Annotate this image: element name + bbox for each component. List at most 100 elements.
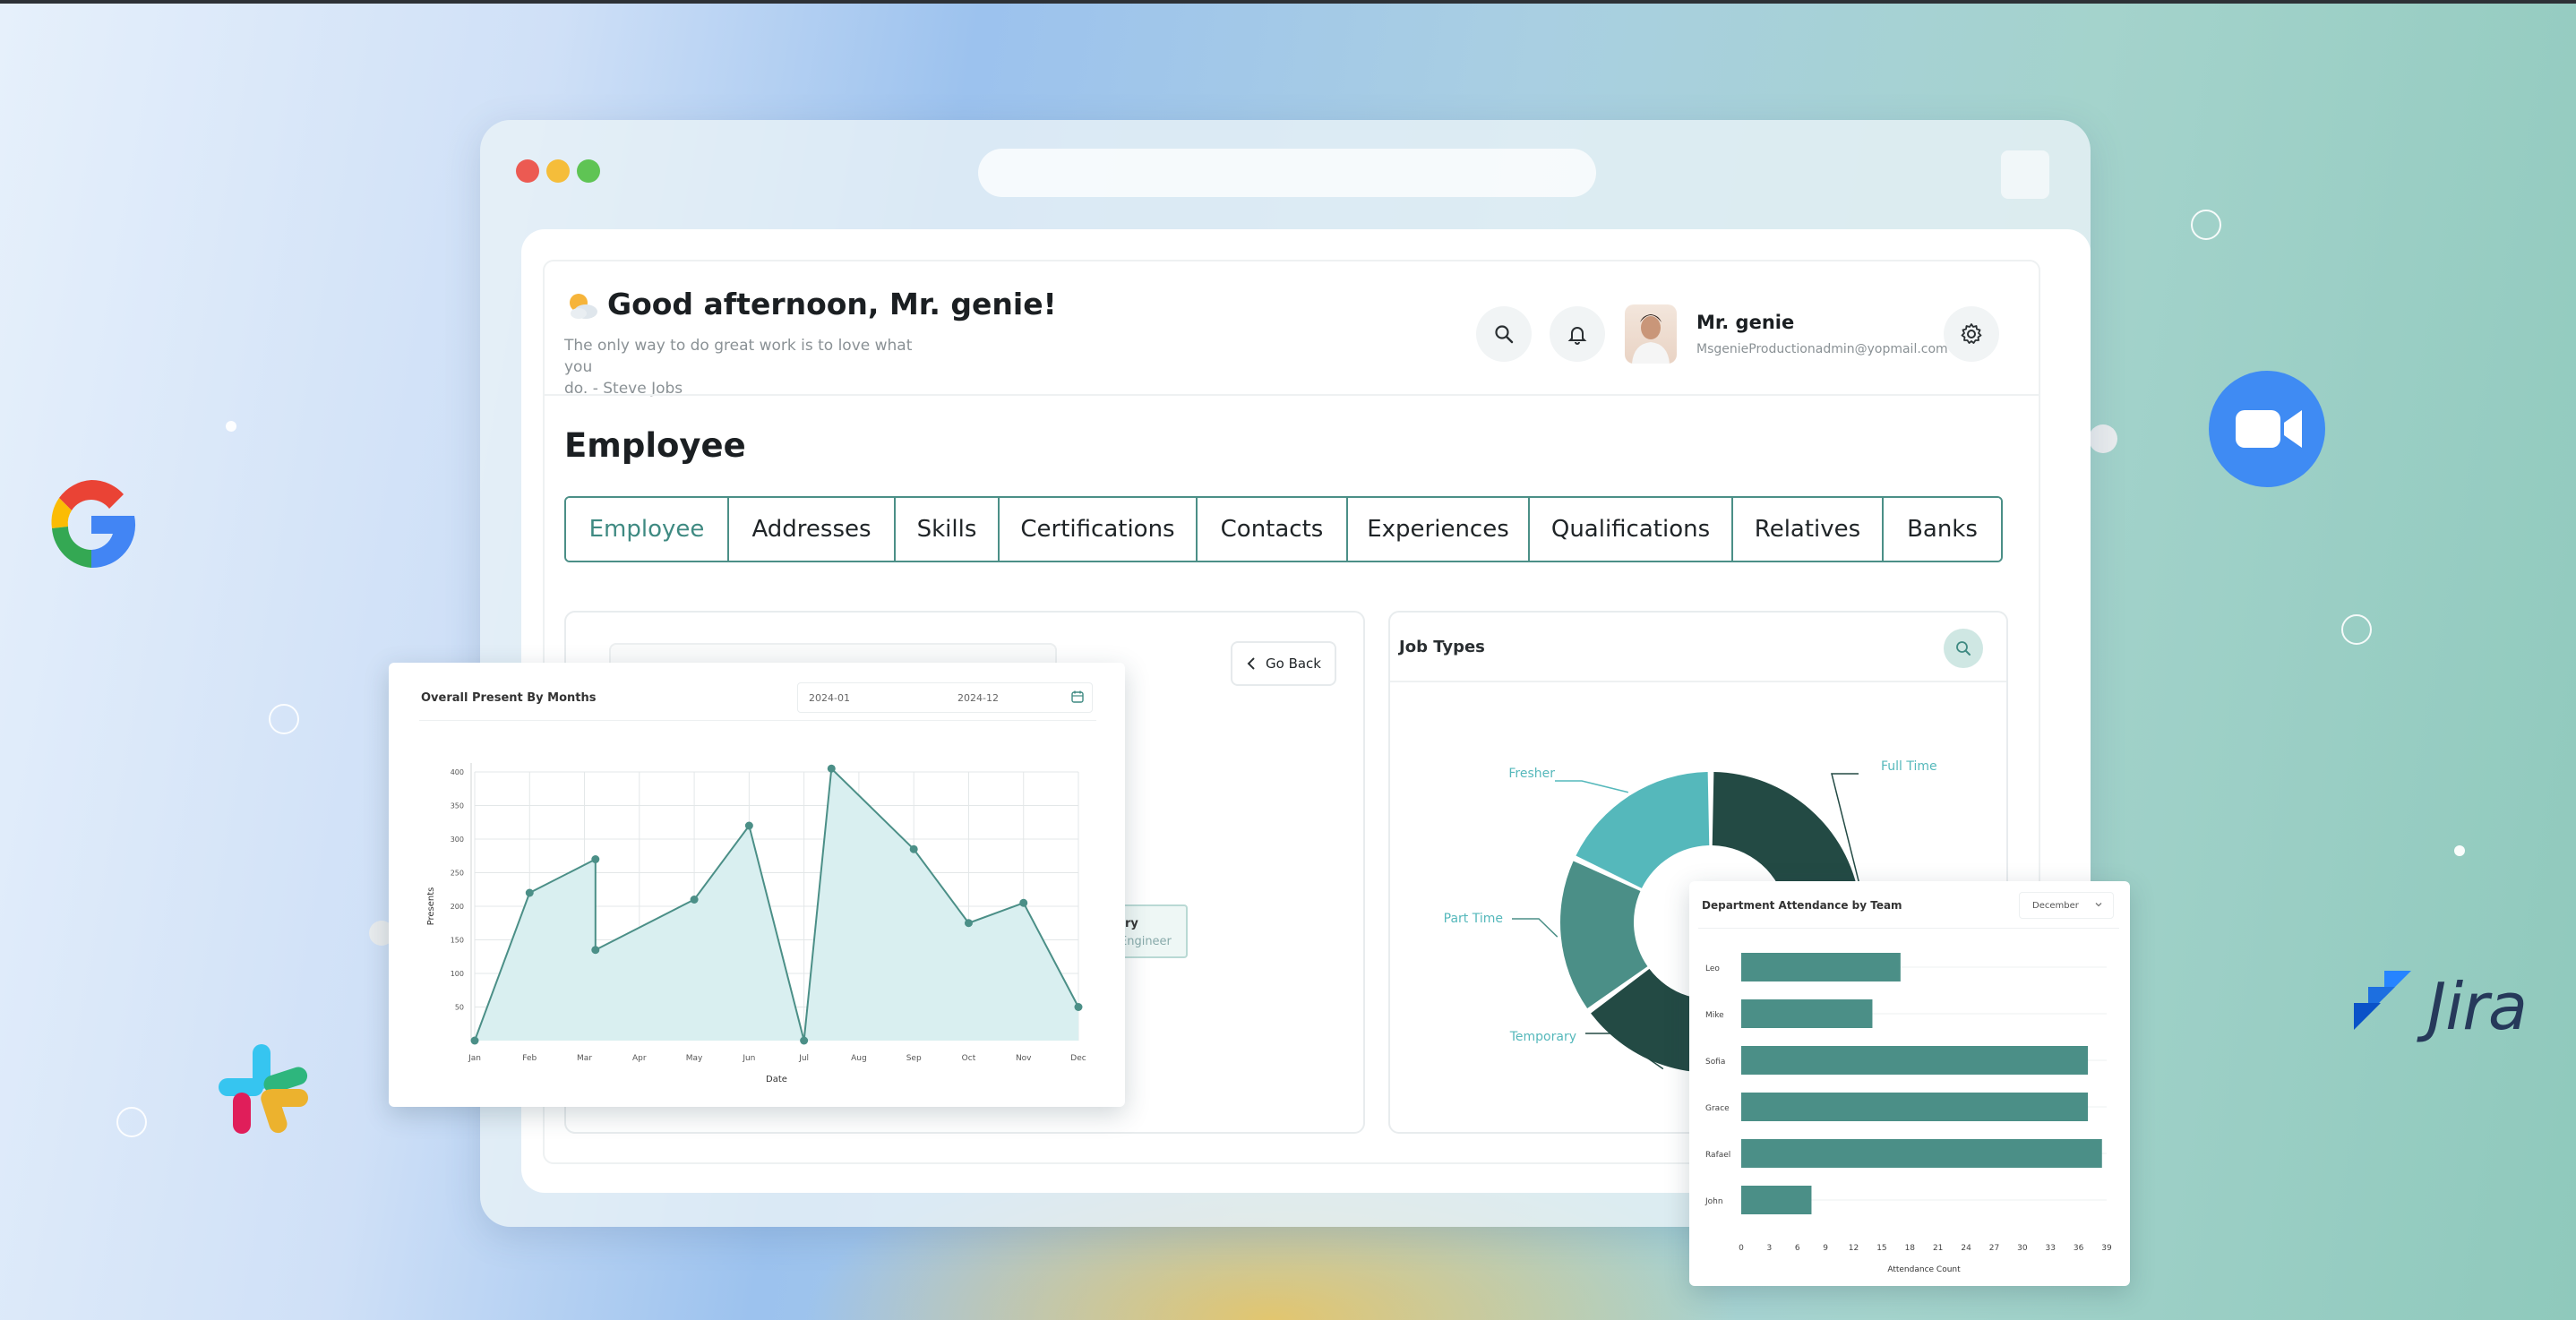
y-tick-label: 50 xyxy=(455,1004,464,1012)
notifications-button[interactable] xyxy=(1550,306,1605,362)
slice-label: Full Time xyxy=(1881,759,1937,774)
data-point xyxy=(909,844,918,853)
y-tick-label: 200 xyxy=(451,903,464,911)
month-select[interactable]: December xyxy=(2019,892,2114,919)
x-tick-label: Nov xyxy=(1016,1054,1032,1063)
slice-part-time xyxy=(1560,861,1648,1009)
header-divider xyxy=(543,394,2040,396)
top-edge-line xyxy=(0,0,2576,4)
tab-experiences[interactable]: Experiences xyxy=(1348,498,1530,561)
user-email: MsgenieProductionadmin@yopmail.com xyxy=(1696,342,1948,356)
maximize-window-button[interactable] xyxy=(577,159,600,183)
data-point xyxy=(827,764,836,773)
slice-label: Fresher xyxy=(1508,767,1555,781)
data-point xyxy=(800,1036,809,1045)
slice-label: Temporary xyxy=(1509,1030,1576,1044)
x-tick-label: Mar xyxy=(577,1054,592,1063)
bar-chart-title: Department Attendance by Team xyxy=(1702,899,1902,912)
date-from[interactable]: 2024-01 xyxy=(809,692,850,704)
data-point xyxy=(591,855,600,863)
department-attendance-card: Department Attendance by Team December L… xyxy=(1689,881,2130,1286)
tab-skills[interactable]: Skills xyxy=(896,498,1000,561)
data-point xyxy=(1019,898,1028,907)
user-name: Mr. genie xyxy=(1696,312,1795,333)
date-to[interactable]: 2024-12 xyxy=(957,692,999,704)
x-tick-label: 21 xyxy=(1933,1244,1943,1253)
bar-mike xyxy=(1741,999,1873,1028)
go-back-label: Go Back xyxy=(1266,656,1321,672)
y-tick-label: 400 xyxy=(451,768,464,776)
tab-employee[interactable]: Employee xyxy=(566,498,729,561)
address-bar[interactable] xyxy=(978,149,1596,197)
browser-tab-button[interactable] xyxy=(2001,150,2049,199)
search-icon xyxy=(1495,325,1514,344)
tab-banks[interactable]: Banks xyxy=(1884,498,2001,561)
slice-label: Part Time xyxy=(1444,912,1503,926)
tab-qualifications[interactable]: Qualifications xyxy=(1530,498,1733,561)
slice-fresher xyxy=(1576,772,1710,888)
tab-addresses[interactable]: Addresses xyxy=(729,498,896,561)
data-point xyxy=(591,946,600,955)
tab-bar: Employee Addresses Skills Certifications… xyxy=(564,496,2003,562)
y-tick-label: 350 xyxy=(451,802,464,810)
tab-relatives[interactable]: Relatives xyxy=(1733,498,1884,561)
tab-certifications[interactable]: Certifications xyxy=(1000,498,1198,561)
search-icon xyxy=(1956,641,1971,656)
x-tick-label: 9 xyxy=(1823,1244,1828,1253)
tab-contacts[interactable]: Contacts xyxy=(1198,498,1348,561)
job-types-search-button[interactable] xyxy=(1944,629,1983,668)
y-tick-label: 150 xyxy=(451,937,464,945)
x-tick-label: 27 xyxy=(1989,1244,1999,1253)
area-chart: Jan Feb Mar Apr May Jun Jul Aug Sep Oct Nov Dec 50 10… xyxy=(426,763,1086,1084)
close-window-button[interactable] xyxy=(516,159,539,183)
slice-leader-line xyxy=(1512,918,1558,938)
y-axis-label: Presents xyxy=(426,887,436,926)
y-tick-label: 250 xyxy=(451,870,464,878)
calendar-icon[interactable] xyxy=(1070,690,1085,704)
x-tick-label: Jun xyxy=(742,1054,755,1063)
x-tick-label: 39 xyxy=(2101,1244,2112,1253)
bell-icon xyxy=(1567,327,1587,345)
x-tick-label: 12 xyxy=(1849,1244,1859,1253)
month-select-value: December xyxy=(2032,901,2079,911)
page-title: Employee xyxy=(564,426,746,465)
settings-button[interactable] xyxy=(1944,306,1999,362)
area-fill xyxy=(475,768,1078,1041)
data-point xyxy=(1074,1003,1083,1011)
category-label: Sofia xyxy=(1705,1058,1725,1067)
date-range-picker[interactable]: 2024-01 2024-12 xyxy=(797,682,1093,713)
category-label: Rafael xyxy=(1705,1151,1730,1160)
category-label: John xyxy=(1704,1197,1723,1206)
gear-icon xyxy=(1961,323,1982,344)
bar-card-divider xyxy=(1698,928,2119,929)
y-tick-label: 100 xyxy=(451,970,464,978)
data-point xyxy=(964,919,973,928)
go-back-button[interactable]: Go Back xyxy=(1231,641,1336,686)
overall-present-card: Overall Present By Months 2024-01 2024-1… xyxy=(389,663,1125,1107)
x-tick-label: 36 xyxy=(2074,1244,2084,1253)
search-button[interactable] xyxy=(1476,306,1532,362)
x-tick-label: Apr xyxy=(632,1054,647,1063)
area-card-divider xyxy=(419,720,1096,721)
x-tick-label: 0 xyxy=(1739,1244,1744,1253)
bar-leo xyxy=(1741,953,1901,981)
job-types-title: Job Types xyxy=(1399,638,1485,656)
job-types-divider xyxy=(1390,681,2006,682)
x-tick-label: Jan xyxy=(468,1054,481,1063)
greeting-title: Good afternoon, Mr. genie! xyxy=(607,287,1057,321)
slice-leader-line xyxy=(1585,1033,1664,1070)
x-tick-label: 33 xyxy=(2046,1244,2056,1253)
decor-bubble xyxy=(2191,210,2221,240)
x-tick-label: Oct xyxy=(962,1054,976,1063)
bar-rafael xyxy=(1741,1139,2102,1168)
avatar[interactable] xyxy=(1625,304,1677,364)
area-chart-title: Overall Present By Months xyxy=(421,691,597,705)
category-label: Leo xyxy=(1705,964,1720,973)
data-point xyxy=(525,888,534,897)
minimize-window-button[interactable] xyxy=(546,159,570,183)
decor-bubble xyxy=(116,1107,147,1137)
category-label: Mike xyxy=(1705,1011,1724,1020)
x-tick-label: Sep xyxy=(906,1054,922,1063)
bar-sofia xyxy=(1741,1046,2089,1075)
